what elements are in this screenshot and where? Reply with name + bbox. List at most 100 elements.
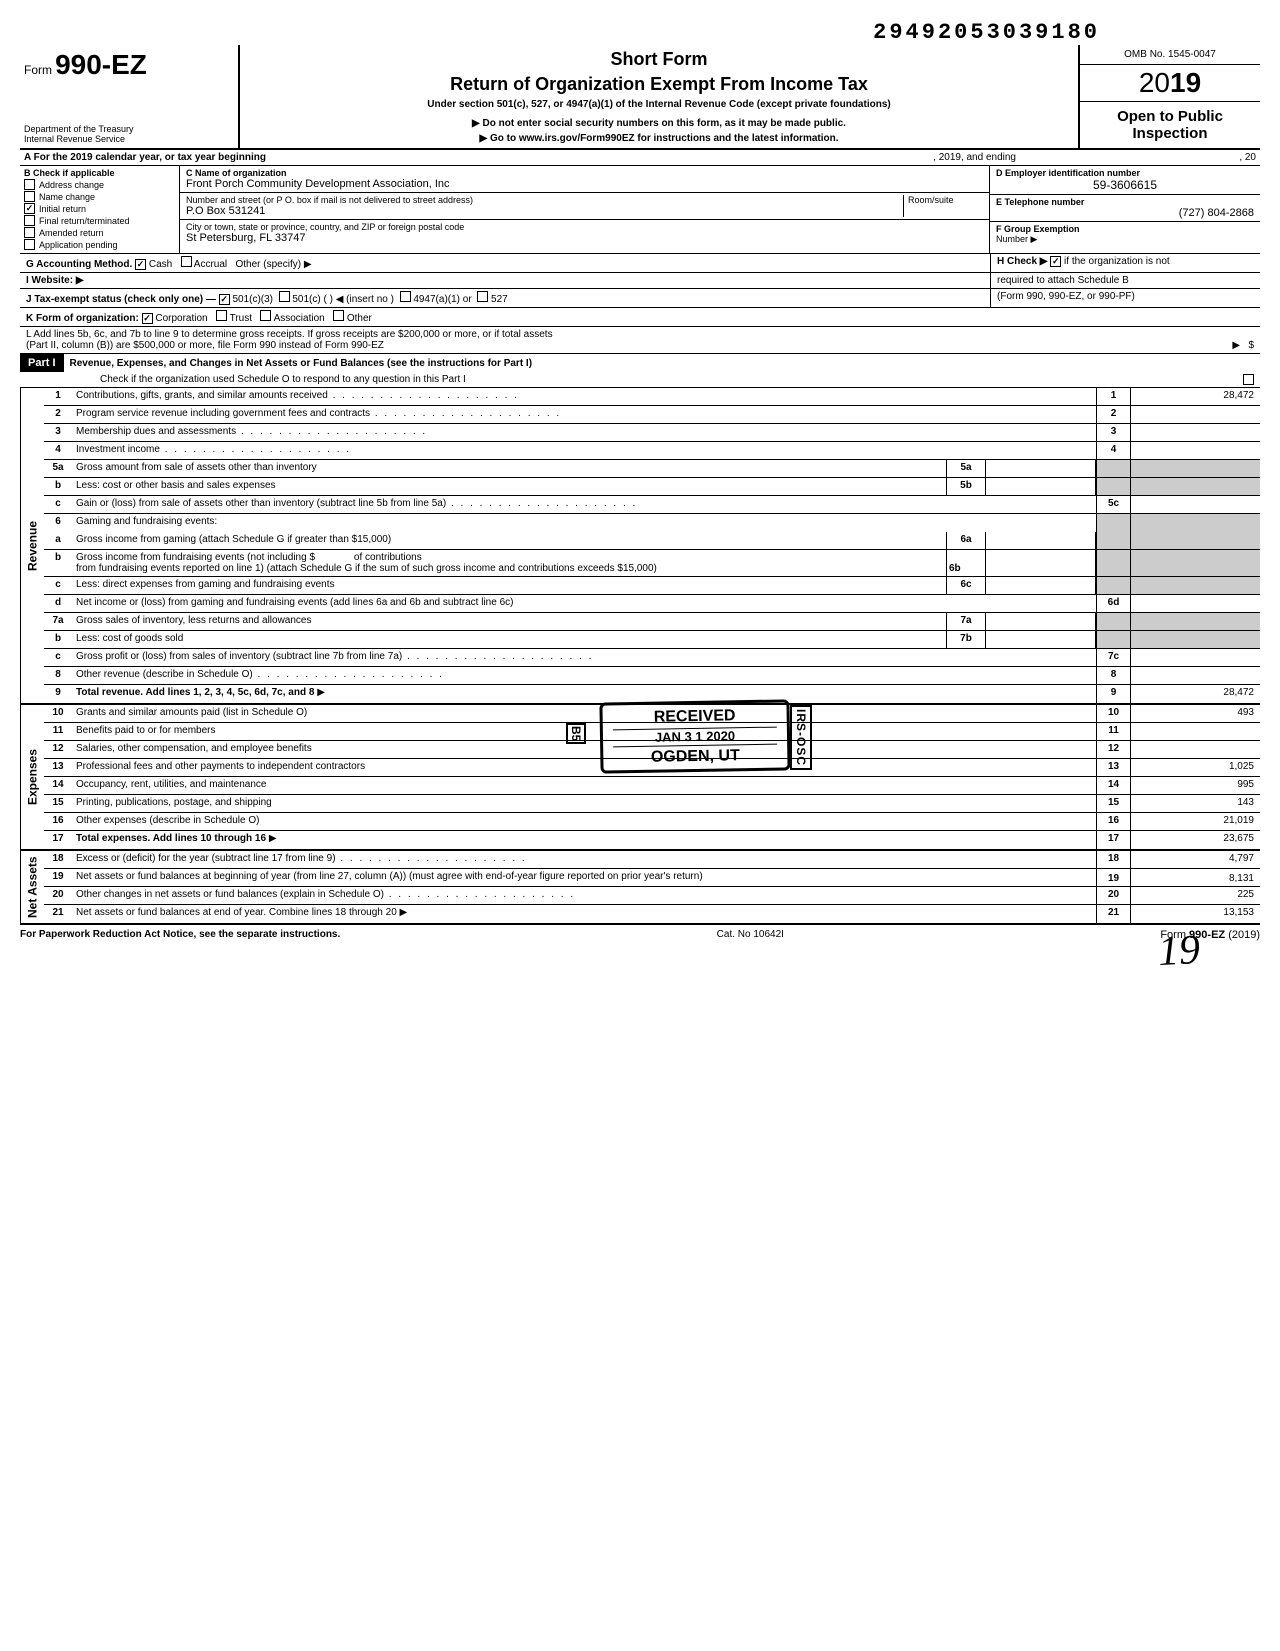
line-amt xyxy=(1130,442,1260,459)
line-subcol: 5a xyxy=(946,460,986,477)
line-subcol: 7a xyxy=(946,613,986,630)
line-no: 19 xyxy=(44,869,72,886)
line-5c: c Gain or (loss) from sale of assets oth… xyxy=(44,496,1260,514)
opt-corp: Corporation xyxy=(155,313,207,324)
checkbox-icon[interactable]: ✓ xyxy=(24,203,35,214)
checkbox-other[interactable] xyxy=(333,310,344,321)
checkbox-accrual[interactable] xyxy=(181,256,192,267)
line-numcol: 21 xyxy=(1096,905,1130,923)
line-desc: Contributions, gifts, grants, and simila… xyxy=(72,388,1096,405)
line-amt: 13,153 xyxy=(1130,905,1260,923)
street-label: Number and street (or P O. box if mail i… xyxy=(186,195,903,205)
checkbox-sched-o[interactable] xyxy=(1243,374,1254,385)
line-subval xyxy=(986,631,1096,648)
line-no: c xyxy=(44,577,72,594)
line-no: 4 xyxy=(44,442,72,459)
checkbox-icon[interactable] xyxy=(24,179,35,190)
checkbox-h[interactable]: ✓ xyxy=(1050,256,1061,267)
line-no: 11 xyxy=(44,723,72,740)
checkbox-assoc[interactable] xyxy=(260,310,271,321)
checkbox-cash[interactable]: ✓ xyxy=(135,259,146,270)
opt-insert: ) ◀ (insert no ) xyxy=(330,294,394,305)
line-desc: Other revenue (describe in Schedule O) xyxy=(72,667,1096,684)
line-numcol: 20 xyxy=(1096,887,1130,904)
line-desc: Program service revenue including govern… xyxy=(72,406,1096,423)
opt-501c3: 501(c)(3) xyxy=(232,294,273,305)
line-amt: 225 xyxy=(1130,887,1260,904)
line-amt xyxy=(1130,667,1260,684)
checkbox-501c[interactable] xyxy=(279,291,290,302)
line-subval xyxy=(986,460,1096,477)
line-desc: Investment income xyxy=(72,442,1096,459)
line-5a: 5a Gross amount from sale of assets othe… xyxy=(44,460,1260,478)
row-a-mid: , 2019, and ending xyxy=(933,152,1016,163)
checkbox-icon[interactable] xyxy=(24,215,35,226)
shaded-cell xyxy=(1096,514,1130,532)
line-subval xyxy=(986,532,1096,549)
checkbox-icon[interactable] xyxy=(24,239,35,250)
line-7c: c Gross profit or (loss) from sales of i… xyxy=(44,649,1260,667)
group-label: F Group Exemption xyxy=(996,224,1080,234)
checkbox-icon[interactable] xyxy=(24,227,35,238)
cash-label: Cash xyxy=(149,259,172,270)
checkbox-trust[interactable] xyxy=(216,310,227,321)
line-no: 17 xyxy=(44,831,72,849)
line-no: 20 xyxy=(44,887,72,904)
check-name[interactable]: Name change xyxy=(24,191,175,202)
check-pending[interactable]: Application pending xyxy=(24,239,175,250)
shaded-cell xyxy=(1096,550,1130,576)
line-no: b xyxy=(44,478,72,495)
line-no: 1 xyxy=(44,388,72,405)
shaded-cell xyxy=(1096,460,1130,477)
check-amended[interactable]: Amended return xyxy=(24,227,175,238)
b5-stamp: B5 xyxy=(566,723,586,744)
desc-part: from fundraising events reported on line… xyxy=(76,563,657,574)
line-amt: 23,675 xyxy=(1130,831,1260,849)
row-l-line2: (Part II, column (B)) are $500,000 or mo… xyxy=(26,340,384,351)
line-numcol: 14 xyxy=(1096,777,1130,794)
line-desc: Gain or (loss) from sale of assets other… xyxy=(72,496,1096,513)
line-no: 21 xyxy=(44,905,72,923)
check-initial[interactable]: ✓Initial return xyxy=(24,203,175,214)
line-desc: Gross income from fundraising events (no… xyxy=(72,550,946,576)
city-row: City or town, state or province, country… xyxy=(180,220,989,246)
checkbox-icon[interactable] xyxy=(24,191,35,202)
check-final[interactable]: Final return/terminated xyxy=(24,215,175,226)
line-6b: b Gross income from fundraising events (… xyxy=(44,550,1260,577)
row-a-label: A For the 2019 calendar year, or tax yea… xyxy=(24,152,266,163)
checkbox-527[interactable] xyxy=(477,291,488,302)
line-amt xyxy=(1130,496,1260,513)
year-bold: 19 xyxy=(1170,67,1201,98)
handwritten-mark: 19 xyxy=(1157,926,1201,976)
check-address[interactable]: Address change xyxy=(24,179,175,190)
opt-527: 527 xyxy=(491,294,508,305)
expenses-section: Expenses 10 Grants and similar amounts p… xyxy=(20,705,1260,851)
line-numcol: 11 xyxy=(1096,723,1130,740)
line-18: 18 Excess or (deficit) for the year (sub… xyxy=(44,851,1260,869)
line-desc: Less: cost of goods sold xyxy=(72,631,946,648)
check-label: Address change xyxy=(39,180,104,190)
line-3: 3 Membership dues and assessments 3 xyxy=(44,424,1260,442)
row-h3: (Form 990, 990-EZ, or 990-PF) xyxy=(990,289,1260,307)
line-4: 4 Investment income 4 xyxy=(44,442,1260,460)
line-21: 21 Net assets or fund balances at end of… xyxy=(44,905,1260,923)
line-numcol: 15 xyxy=(1096,795,1130,812)
line-desc: Total expenses. Add lines 10 through 16 xyxy=(76,833,266,844)
checkbox-corp[interactable]: ✓ xyxy=(142,313,153,324)
line-amt: 1,025 xyxy=(1130,759,1260,776)
shaded-cell xyxy=(1130,577,1260,594)
dept-irs: Internal Revenue Service xyxy=(24,134,234,144)
row-h-text: if the organization is not xyxy=(1064,256,1170,267)
checkbox-4947[interactable] xyxy=(400,291,411,302)
line-numcol: 12 xyxy=(1096,741,1130,758)
line-desc: Total revenue. Add lines 1, 2, 3, 4, 5c,… xyxy=(76,687,314,698)
line-12: 12 Salaries, other compensation, and emp… xyxy=(44,741,1260,759)
shaded-cell xyxy=(1130,514,1260,532)
line-16: 16 Other expenses (describe in Schedule … xyxy=(44,813,1260,831)
line-amt: 143 xyxy=(1130,795,1260,812)
row-i-label: I Website: ▶ xyxy=(26,275,84,286)
part1-header-row: Part I Revenue, Expenses, and Changes in… xyxy=(20,354,1260,388)
room-label: Room/suite xyxy=(903,195,983,217)
checkbox-501c3[interactable]: ✓ xyxy=(219,294,230,305)
open-public: Open to Public Inspection xyxy=(1080,102,1260,148)
